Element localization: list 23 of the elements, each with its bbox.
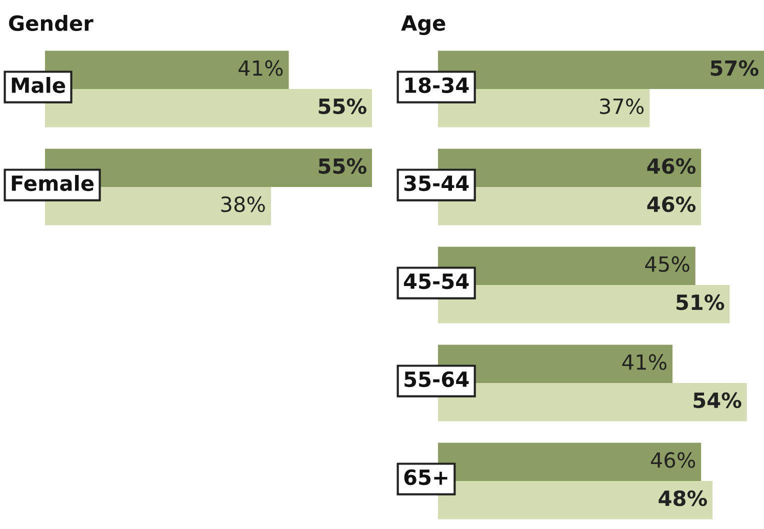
- data-label: 57%: [710, 60, 758, 76]
- data-label: 48%: [658, 490, 707, 506]
- data-label: 41%: [238, 60, 283, 76]
- data-label: 41%: [622, 354, 666, 370]
- data-label: 38%: [221, 196, 265, 212]
- data-label: 54%: [694, 392, 742, 408]
- category-label: 35-44: [404, 175, 469, 192]
- category-label: 18-34: [405, 77, 469, 94]
- category-label: 55-64: [404, 371, 469, 388]
- data-label: 45%: [645, 256, 690, 272]
- category-label: Male: [12, 76, 66, 94]
- data-label: 46%: [647, 158, 696, 174]
- data-label: 55%: [318, 158, 366, 174]
- data-label: 51%: [676, 294, 724, 310]
- category-label: 65+: [404, 469, 448, 486]
- chart-title: Age: [401, 15, 446, 36]
- data-label: 46%: [650, 452, 696, 468]
- data-label: 37%: [600, 98, 644, 114]
- data-label: 46%: [647, 196, 696, 212]
- data-label: 55%: [318, 98, 366, 114]
- chart-title: Gender: [9, 14, 94, 32]
- category-label: Female: [12, 174, 94, 192]
- category-label: 45-54: [404, 274, 469, 290]
